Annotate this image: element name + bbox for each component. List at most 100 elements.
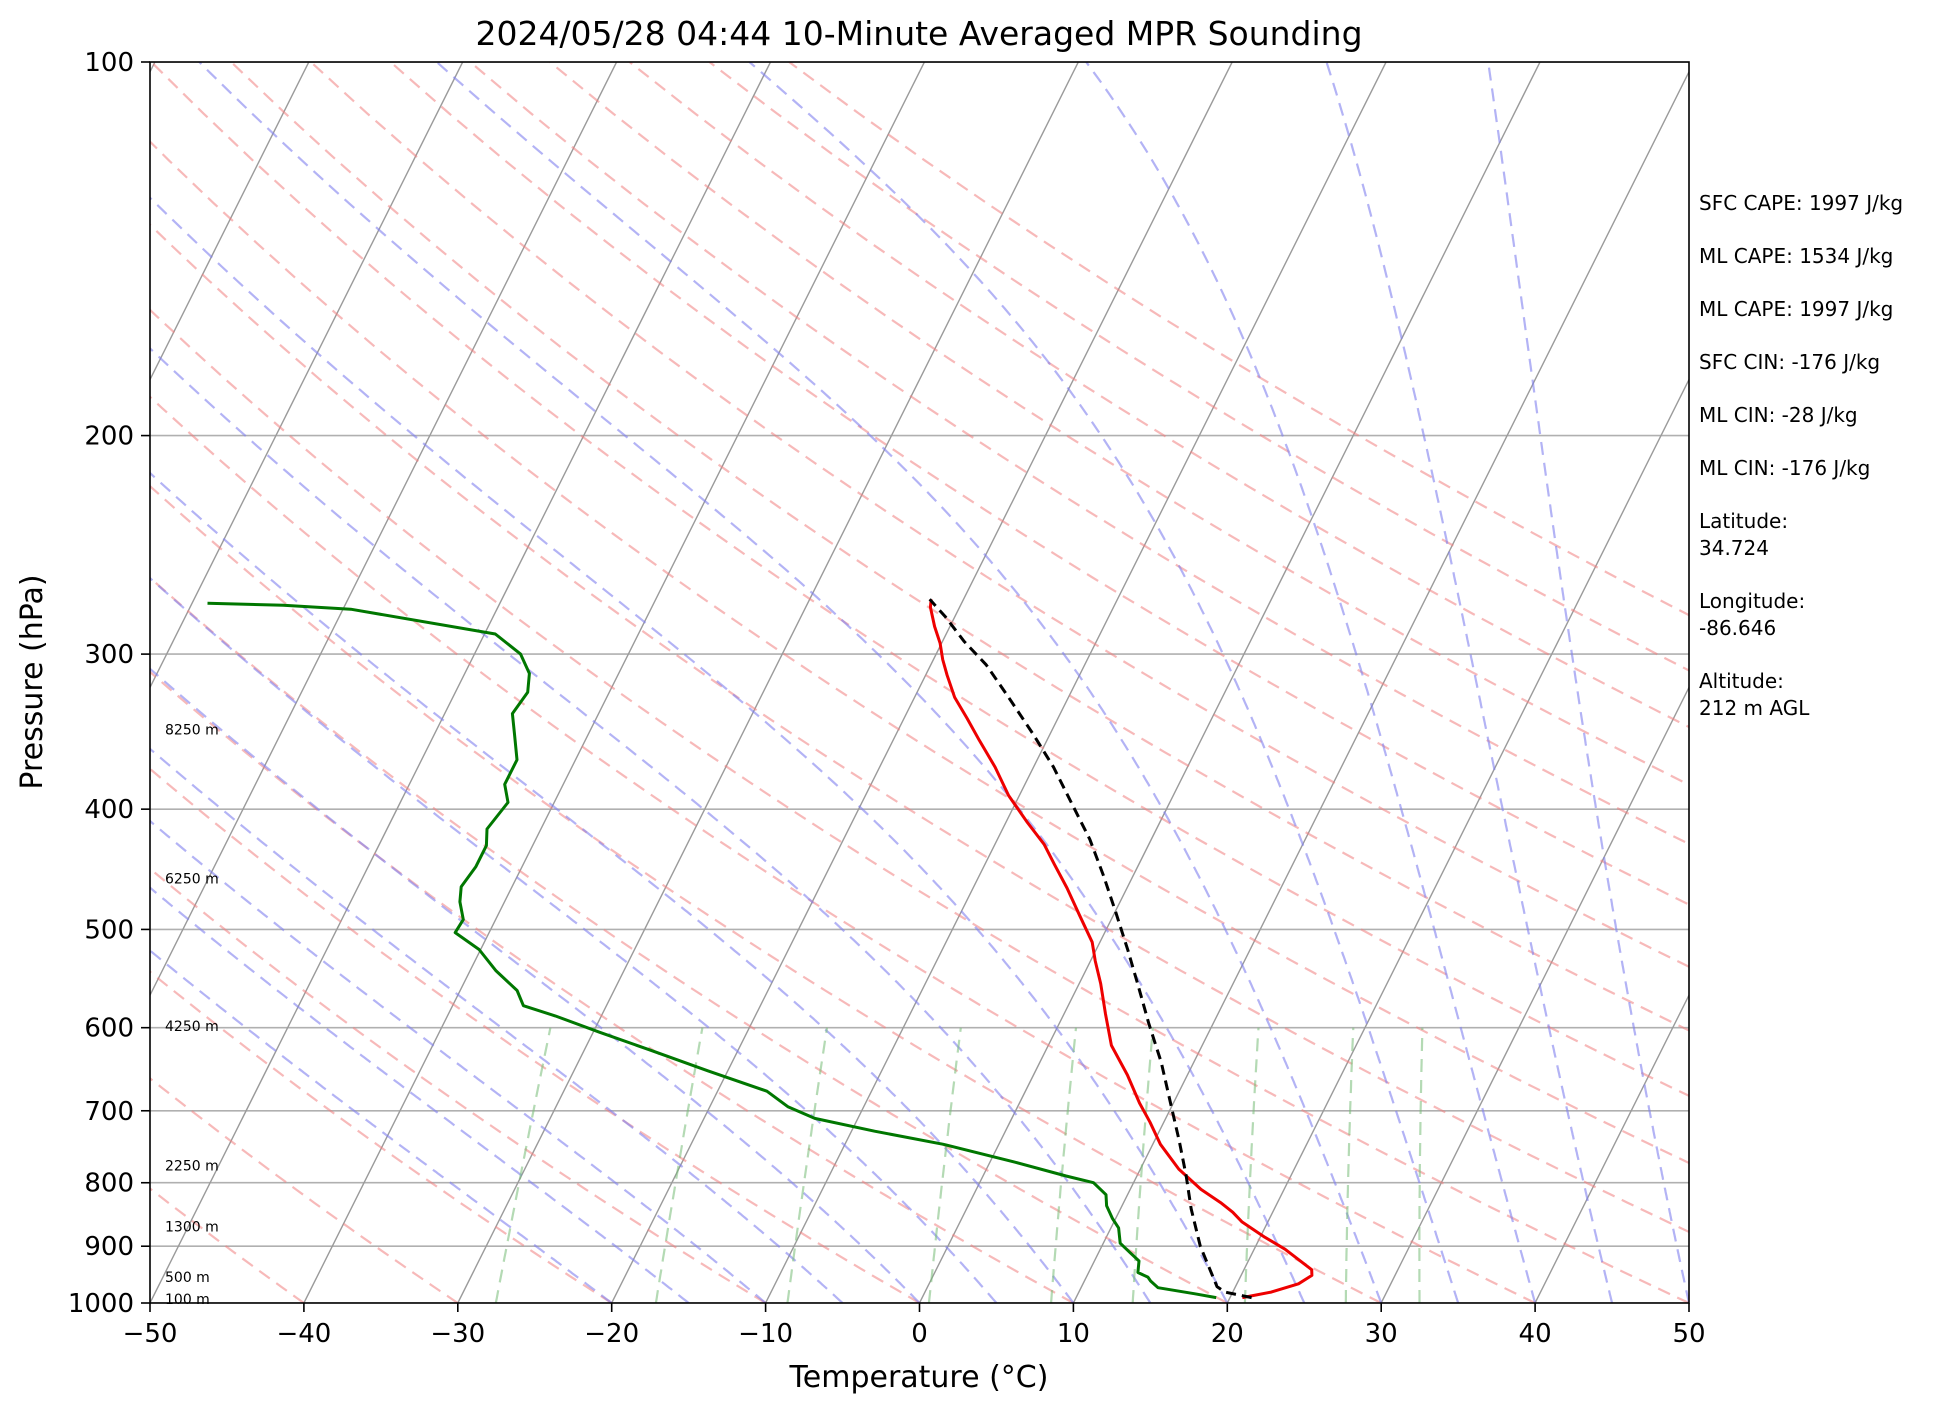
dry-adiabat-line [150, 484, 1382, 1303]
y-tick-label: 200 [84, 422, 134, 452]
mixing-ratio-line [494, 1027, 552, 1303]
sounding-traces [207, 598, 1314, 1300]
info-text: ML CAPE: 1534 J/kg [1699, 244, 1893, 268]
temperature-trace [928, 599, 1314, 1300]
mixing-ratio-line [1418, 1027, 1424, 1303]
height-labels: 8250 m 6250 m 4250 m 2250 m 1300 m 500 m 100 m [165, 722, 219, 1308]
dry-adiabat-line [150, 867, 767, 1303]
mixing-ratio-line [654, 1027, 704, 1303]
isotherm-line [764, 62, 1387, 1303]
isotherm-line [918, 62, 1541, 1303]
x-tick-label: 10 [1057, 1319, 1090, 1349]
height-label: 2250 m [165, 1159, 219, 1175]
moist-adiabat-line [150, 819, 767, 1303]
height-label: 6250 m [165, 872, 219, 888]
dry-adiabat-line [150, 1187, 305, 1303]
x-tick-label: −20 [584, 1319, 639, 1349]
x-tick-label: 50 [1672, 1319, 1705, 1349]
isotherm-line [150, 62, 618, 997]
y-axis-label: Pressure (hPa) [15, 574, 50, 789]
x-tick-label: −50 [123, 1319, 178, 1349]
mixing-ratio-line [927, 1027, 962, 1303]
info-text: ML CAPE: 1997 J/kg [1699, 297, 1893, 321]
isotherm-line [150, 62, 310, 382]
isotherm-line [1380, 685, 1689, 1303]
info-text: ML CIN: -176 J/kg [1699, 456, 1870, 480]
moist-adiabat-line [150, 196, 1229, 1303]
info-text: 212 m AGL [1699, 696, 1810, 720]
height-label: 1300 m [165, 1220, 219, 1236]
height-label: 8250 m [165, 722, 219, 738]
x-axis-ticks: −50 −40 −30 −20 −10 0 10 20 30 40 50 [123, 1303, 1706, 1349]
chart-title: 2024/05/28 04:44 10-Minute Averaged MPR … [475, 14, 1362, 53]
mixing-ratio-line [1243, 1027, 1260, 1303]
y-tick-label: 1000 [68, 1289, 134, 1319]
y-tick-label: 100 [84, 48, 134, 78]
info-text: Altitude: [1699, 669, 1784, 693]
mixing-ratio-line [786, 1027, 829, 1303]
isotherm-line [1226, 378, 1689, 1303]
x-tick-label: 30 [1365, 1319, 1398, 1349]
info-text: -86.646 [1699, 616, 1776, 640]
isotherm-line [1072, 70, 1689, 1303]
moist-adiabat-line [435, 62, 1383, 1303]
dry-adiabat-line [389, 62, 1689, 906]
y-tick-label: 700 [84, 1097, 134, 1127]
dry-adiabat-line [469, 62, 1689, 846]
x-tick-label: −30 [430, 1319, 485, 1349]
y-axis-ticks: 100 200 300 400 500 600 700 800 900 1000 [68, 48, 150, 1319]
moist-adiabat-line [150, 747, 844, 1303]
x-axis-label: Temperature (°C) [789, 1360, 1049, 1395]
dry-adiabat-line [150, 223, 1689, 1234]
background-lines [0, 62, 1689, 1303]
dry-adiabat-line [310, 62, 1689, 968]
y-tick-label: 500 [84, 915, 134, 945]
x-tick-label: 0 [911, 1319, 928, 1349]
info-text: Longitude: [1699, 589, 1805, 613]
y-tick-label: 800 [84, 1169, 134, 1199]
dry-adiabat-line [150, 395, 1536, 1303]
sounding-info-panel: SFC CAPE: 1997 J/kg ML CAPE: 1534 J/kg ML … [1699, 191, 1903, 720]
x-tick-label: 40 [1519, 1319, 1552, 1349]
moist-adiabat-line [150, 949, 613, 1303]
moist-adiabat-line [748, 62, 1460, 1303]
dry-adiabat-line [150, 308, 1689, 1303]
dry-adiabat-line [150, 1076, 459, 1303]
info-text: SFC CAPE: 1997 J/kg [1699, 191, 1903, 215]
y-tick-label: 900 [84, 1232, 134, 1262]
height-label: 500 m [165, 1270, 210, 1286]
plot-frame [149, 61, 1690, 1304]
isotherm-line [457, 62, 1079, 1303]
y-tick-label: 600 [84, 1014, 134, 1044]
moist-adiabat-line [1085, 62, 1537, 1303]
dry-adiabat-line [230, 62, 1689, 1032]
moist-adiabat-line [150, 346, 1152, 1303]
moist-adiabat-line [150, 471, 1075, 1303]
x-tick-label: 20 [1211, 1319, 1244, 1349]
dry-adiabat-line [150, 140, 1689, 1165]
dry-adiabat-line [150, 970, 613, 1303]
y-tick-label: 400 [84, 795, 134, 825]
dry-adiabat-line [549, 62, 1689, 787]
moist-adiabat-line [198, 62, 1306, 1303]
parcel-trace [928, 598, 1252, 1300]
dry-adiabat-line [150, 767, 921, 1303]
isotherm-line [303, 62, 926, 1303]
moist-adiabat-line [1325, 62, 1614, 1303]
moist-adiabat-line [150, 667, 921, 1303]
dry-adiabat-line [788, 62, 1689, 617]
y-tick-label: 300 [84, 640, 134, 670]
isotherm-line [150, 62, 772, 1303]
mixing-ratio-line [1344, 1027, 1355, 1303]
isotherm-line [0, 62, 1, 1303]
moist-adiabat-line [1487, 62, 1689, 1303]
dewpoint-trace [207, 601, 1217, 1300]
mixing-ratio-line [1050, 1027, 1078, 1303]
isotherm-line [150, 62, 464, 689]
height-label: 4250 m [165, 1019, 219, 1035]
x-tick-label: −40 [276, 1319, 331, 1349]
info-text: Latitude: [1699, 509, 1788, 533]
info-text: ML CIN: -28 J/kg [1699, 403, 1858, 427]
info-text: 34.724 [1699, 536, 1769, 560]
